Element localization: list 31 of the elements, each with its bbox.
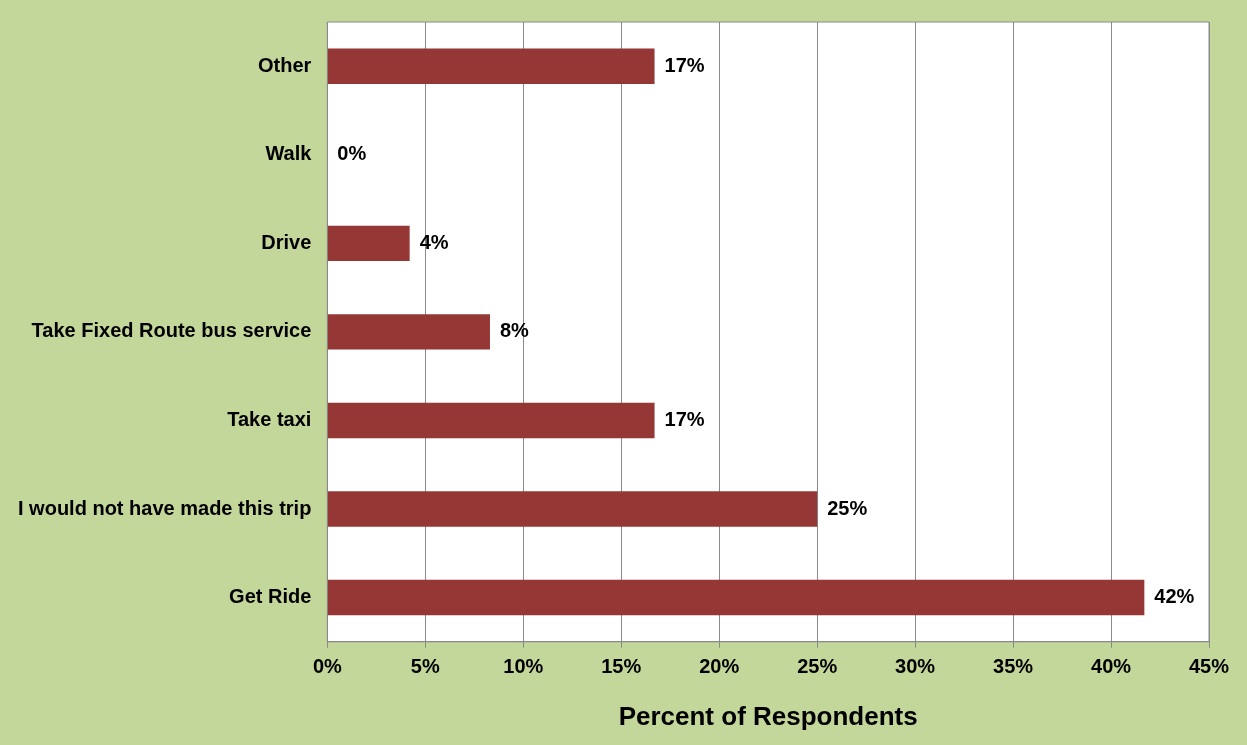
bar bbox=[327, 402, 655, 439]
x-tick-label: 10% bbox=[503, 655, 544, 678]
x-tick-label: 25% bbox=[797, 655, 838, 678]
bar bbox=[327, 579, 1145, 616]
x-tick-label: 20% bbox=[699, 655, 740, 678]
data-label: 4% bbox=[419, 230, 449, 253]
bar bbox=[327, 491, 818, 527]
bar bbox=[327, 225, 410, 262]
data-label: 17% bbox=[664, 53, 705, 76]
data-label: 0% bbox=[337, 142, 367, 165]
x-tick-label: 30% bbox=[895, 655, 936, 678]
y-tick-label: Take Fixed Route bus service bbox=[31, 319, 312, 342]
y-tick-label: I would not have made this trip bbox=[18, 496, 312, 519]
bar bbox=[327, 314, 490, 350]
x-tick-label: 40% bbox=[1091, 655, 1132, 678]
x-tick-label: 0% bbox=[312, 655, 343, 678]
data-label: 25% bbox=[827, 496, 868, 519]
data-label: 42% bbox=[1154, 585, 1195, 608]
y-tick-label: Take taxi bbox=[227, 407, 312, 430]
x-tick-label: 45% bbox=[1188, 655, 1230, 678]
x-tick-label: 5% bbox=[410, 655, 440, 678]
x-axis-title: Percent of Respondents bbox=[618, 700, 918, 731]
x-tick-label: 35% bbox=[993, 655, 1034, 678]
bar bbox=[327, 48, 655, 84]
y-tick-label: Walk bbox=[265, 142, 313, 165]
y-tick-label: Drive bbox=[261, 230, 312, 253]
y-tick-label: Get Ride bbox=[229, 585, 312, 608]
data-label: 17% bbox=[664, 407, 705, 430]
y-tick-label: Other bbox=[258, 53, 312, 76]
x-tick-label: 15% bbox=[601, 655, 642, 678]
data-label: 8% bbox=[499, 319, 530, 342]
